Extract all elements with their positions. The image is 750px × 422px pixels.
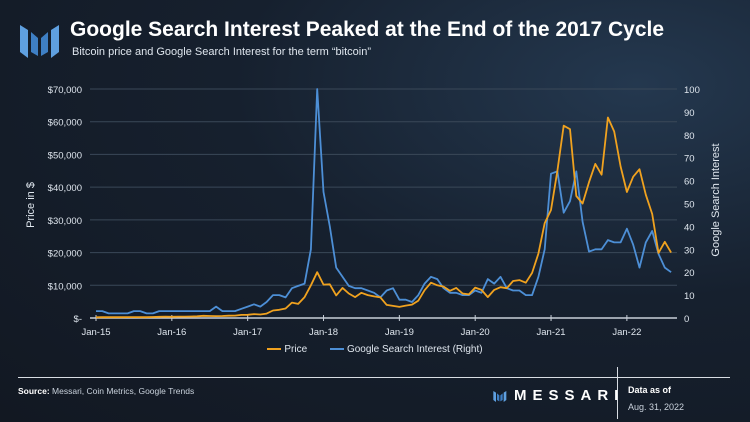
brand-name: MESSARI: [514, 387, 625, 404]
footer-divider: [18, 377, 730, 378]
messari-mark-icon: [493, 390, 507, 402]
y-tick-label: $-: [74, 314, 82, 325]
messari-logo-icon: [20, 25, 59, 58]
y2-axis-label: Google Search Interest: [710, 143, 722, 256]
y2-tick-label: 10: [684, 291, 695, 302]
y2-tick-label: 80: [684, 131, 695, 142]
legend-item-interest: Google Search Interest (Right): [329, 343, 483, 355]
y2-tick-label: 70: [684, 154, 695, 165]
y-tick-label: $60,000: [48, 118, 82, 129]
y-tick-label: $40,000: [48, 183, 82, 194]
chart-subtitle: Bitcoin price and Google Search Interest…: [72, 46, 371, 58]
source-text: Messari, Coin Metrics, Google Trends: [52, 386, 195, 396]
data-as-of-label: Data as of: [628, 385, 672, 395]
price-line: [95, 116, 672, 319]
interest-swatch: [329, 348, 344, 350]
legend-label: Google Search Interest (Right): [346, 343, 483, 355]
y2-tick-label: 40: [684, 222, 695, 233]
data-as-of-date: Aug. 31, 2022: [628, 402, 685, 412]
y2-tick-label: 30: [684, 245, 695, 256]
messari-brand: MESSARI: [492, 387, 624, 404]
y-tick-label: $30,000: [48, 216, 82, 227]
y2-tick-label: 20: [684, 268, 695, 279]
x-tick-label: Jan-20: [461, 327, 490, 338]
x-tick-label: Jan-16: [157, 327, 186, 338]
legend: Price Google Search Interest (Right): [0, 342, 750, 355]
y2-tick-label: 100: [684, 85, 700, 96]
legend-item-price: Price: [267, 344, 307, 355]
x-tick-label: Jan-21: [537, 327, 566, 338]
source-label: Source:: [18, 386, 50, 396]
y-tick-label: $20,000: [48, 249, 82, 260]
y-tick-label: $10,000: [48, 281, 82, 292]
y2-tick-label: 90: [684, 108, 695, 119]
legend-label: Price: [284, 343, 308, 355]
y-axis-label: Price in $: [25, 182, 37, 228]
x-tick-label: Jan-15: [81, 327, 110, 338]
y2-tick-label: 50: [684, 200, 695, 211]
x-tick-label: Jan-22: [612, 327, 641, 338]
price-swatch: [267, 348, 282, 350]
y2-tick-label: 60: [684, 177, 695, 188]
y-tick-label: $70,000: [48, 85, 82, 96]
y-tick-label: $50,000: [48, 150, 82, 161]
x-tick-label: Jan-18: [309, 327, 338, 338]
x-tick-label: Jan-17: [233, 327, 262, 338]
source-note: Source: Messari, Coin Metrics, Google Tr…: [18, 386, 194, 396]
chart: $- $10,000 $20,000 $30,000 $40,000 $50,000 $60…: [25, 85, 722, 338]
interest-line: [96, 88, 672, 315]
x-tick-label: Jan-19: [385, 327, 414, 338]
footer-vertical-divider: [617, 367, 618, 419]
y2-tick-label: 0: [684, 314, 689, 325]
chart-title: Google Search Interest Peaked at the End…: [70, 18, 665, 41]
